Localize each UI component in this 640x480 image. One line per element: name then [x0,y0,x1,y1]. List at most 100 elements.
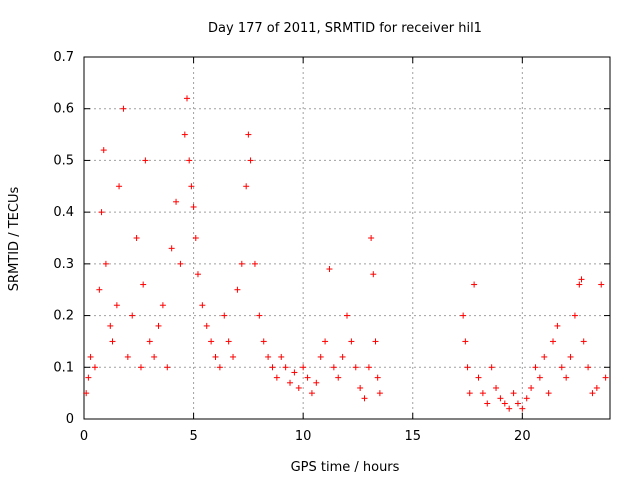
data-point [192,235,199,241]
data-point [541,353,548,360]
data-point [173,198,180,205]
data-point [194,271,201,278]
y-axis-label: SRMTID / TECUs [7,187,22,292]
y-tick-label: 0.1 [53,360,74,375]
data-point [374,374,381,381]
x-tick-label: 0 [80,429,88,444]
axis-ticks: 0 0.1 0.2 0.3 0.4 0.5 0.6 0.7 0 5 10 15 20 [53,50,610,444]
data-point [238,260,245,267]
data-point [466,390,473,397]
data-point [523,395,530,402]
data-point [164,364,171,371]
data-point [120,105,127,112]
y-tick-label: 0.6 [53,102,74,117]
data-point [313,379,320,386]
data-point [532,364,539,371]
data-point [142,157,149,164]
data-point [464,364,471,371]
data-point [225,338,232,345]
data-point [140,281,147,288]
chart-title: Day 177 of 2011, SRMTID for receiver hil… [208,21,482,36]
data-point [291,369,298,376]
data-point [571,312,578,319]
gridlines [84,57,610,419]
data-point [230,353,237,360]
data-point [85,374,92,381]
data-point [133,235,140,241]
data-points [83,95,609,412]
data-point [234,286,241,293]
data-point [585,364,592,371]
data-point [519,405,526,412]
data-point [348,338,355,345]
plot-frame [83,56,611,420]
data-point [146,338,153,345]
data-point [475,374,482,381]
data-point [181,131,188,138]
data-point [91,364,98,371]
data-point [278,353,285,360]
data-point [199,302,206,309]
data-point [322,338,329,345]
data-point [177,260,184,267]
data-point [190,203,197,210]
data-point [593,384,600,391]
data-point [260,338,267,345]
data-point [109,338,116,345]
data-point [188,183,195,190]
data-point [514,400,521,407]
data-point [151,353,158,360]
y-tick-label: 0.7 [53,50,74,65]
data-point [137,364,144,371]
data-point [273,374,280,381]
data-point [113,302,120,309]
data-point [598,281,605,288]
data-point [256,312,263,319]
x-tick-label: 20 [514,429,531,444]
data-point [203,322,210,329]
data-point [550,338,557,345]
x-tick-label: 5 [189,429,197,444]
data-point [243,183,250,190]
y-tick-label: 0 [66,412,74,427]
data-point [357,384,364,391]
data-point [460,312,467,319]
data-point [247,157,254,164]
data-point [287,379,294,386]
data-point [107,322,114,329]
data-point [370,271,377,278]
data-point [251,260,258,267]
data-point [155,322,162,329]
data-point [506,405,513,412]
data-point [326,266,333,273]
data-point [83,390,90,397]
data-point [87,353,94,360]
data-point [339,353,346,360]
data-point [308,390,315,397]
data-point [168,245,175,252]
data-point [116,183,123,190]
data-point [510,390,517,397]
data-point [330,364,337,371]
data-point [184,95,191,102]
data-point [300,364,307,371]
x-tick-label: 10 [295,429,312,444]
data-point [479,390,486,397]
data-point [295,384,302,391]
data-point [221,312,228,319]
data-point [317,353,324,360]
data-point [471,281,478,288]
data-point [100,147,107,154]
data-point [602,374,609,381]
data-point [578,276,585,283]
data-point [245,131,252,138]
data-point [462,338,469,345]
data-point [216,364,223,371]
data-point [335,374,342,381]
data-point [580,338,587,345]
data-point [589,390,596,397]
data-point [372,338,379,345]
data-point [208,338,215,345]
data-point [129,312,136,319]
